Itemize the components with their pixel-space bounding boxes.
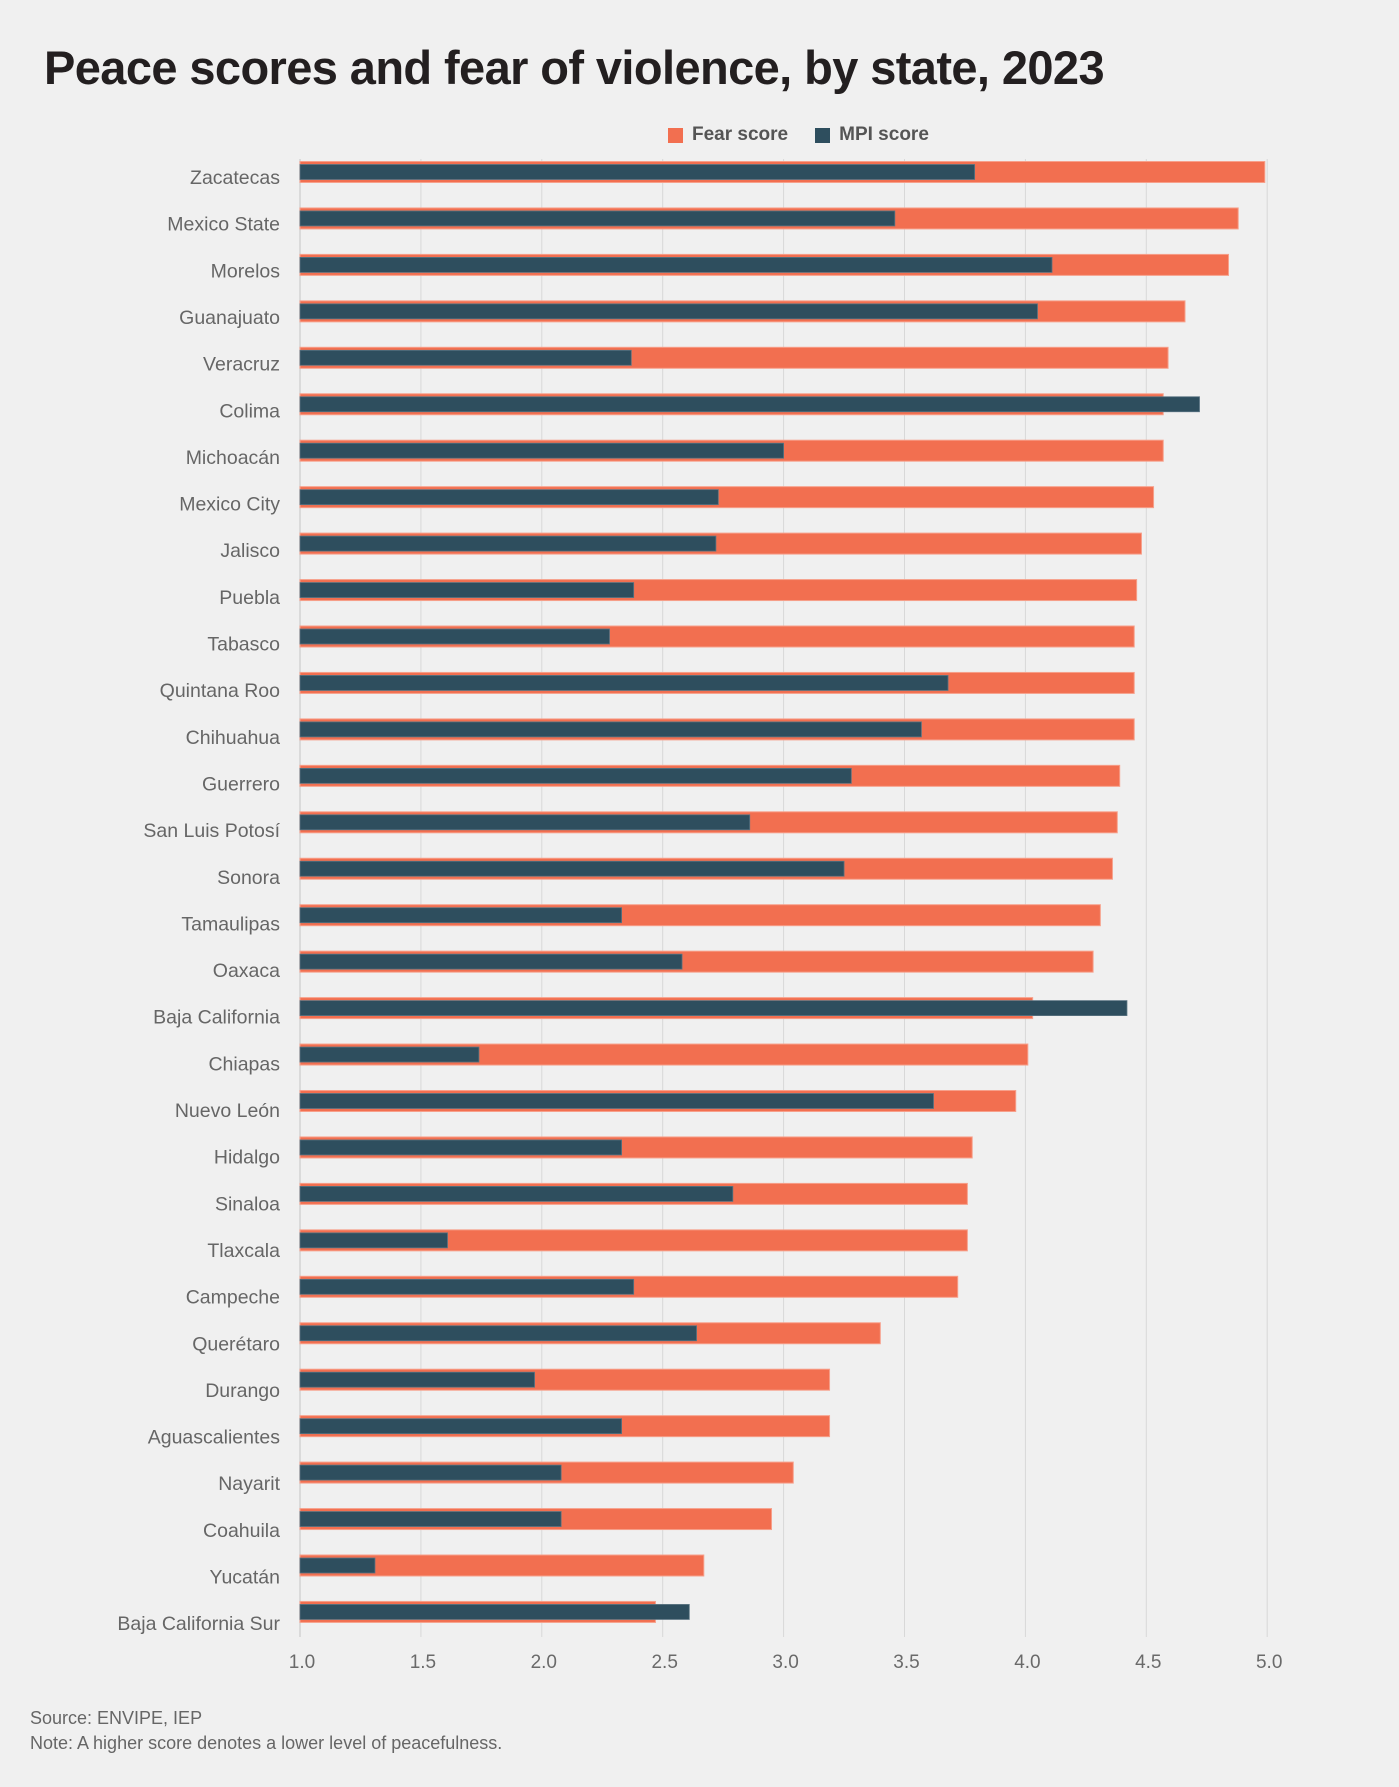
bar-mpi-score-tabasco xyxy=(299,628,610,645)
bar-mpi-score-baja-california-sur xyxy=(299,1604,690,1620)
bar-mpi-score-sonora xyxy=(299,860,845,877)
legend-label-fear-score: Fear score xyxy=(692,124,789,145)
bars xyxy=(299,161,1266,1623)
category-label-mexico-city: Mexico City xyxy=(179,494,280,516)
bar-mpi-score-mexico-state xyxy=(299,210,896,227)
category-label-veracruz: Veracruz xyxy=(203,354,280,376)
x-axis-tick-labels: 1.0 1.5 2.0 2.5 3.0 3.5 4.0 4.5 5.0 xyxy=(289,1652,1283,1673)
category-label-hidalgo: Hidalgo xyxy=(214,1147,280,1169)
category-label-michoacan: Michoacán xyxy=(186,447,280,469)
x-tick-label: 5.0 xyxy=(1256,1652,1282,1673)
x-tick-label: 1.0 xyxy=(289,1652,315,1673)
category-label-baja-california-sur: Baja California Sur xyxy=(117,1613,280,1635)
bar-mpi-score-aguascalientes xyxy=(299,1418,622,1435)
category-label-jalisco: Jalisco xyxy=(220,540,280,562)
category-label-san-luis-potosi: San Luis Potosí xyxy=(143,820,280,842)
bar-mpi-score-veracruz xyxy=(299,349,632,366)
bar-mpi-score-oaxaca xyxy=(299,953,683,970)
category-label-sinaloa: Sinaloa xyxy=(215,1193,280,1215)
category-label-baja-california: Baja California xyxy=(153,1007,280,1029)
category-label-oaxaca: Oaxaca xyxy=(213,960,280,982)
category-label-puebla: Puebla xyxy=(219,587,280,609)
bar-mpi-score-tlaxcala xyxy=(299,1232,448,1249)
x-tick-label: 3.5 xyxy=(893,1652,919,1673)
category-label-sonora: Sonora xyxy=(217,867,280,889)
bar-mpi-score-nuevo-leon xyxy=(299,1093,934,1109)
category-label-tlaxcala: Tlaxcala xyxy=(207,1240,280,1262)
legend-label-mpi-score: MPI score xyxy=(839,124,929,145)
bar-mpi-score-chiapas xyxy=(299,1046,480,1063)
category-label-nayarit: Nayarit xyxy=(218,1473,280,1495)
category-label-morelos: Morelos xyxy=(211,260,281,282)
category-label-queretaro: Querétaro xyxy=(192,1333,280,1355)
category-label-tabasco: Tabasco xyxy=(207,634,280,656)
category-label-campeche: Campeche xyxy=(186,1287,280,1309)
category-label-aguascalientes: Aguascalientes xyxy=(148,1427,281,1449)
bar-mpi-score-michoacan xyxy=(299,442,785,459)
x-tick-label: 3.0 xyxy=(772,1652,798,1673)
category-label-chihuahua: Chihuahua xyxy=(186,727,280,749)
x-tick-label: 2.0 xyxy=(531,1652,557,1673)
legend-item-fear-score: Fear score xyxy=(668,124,788,146)
bar-mpi-score-quintana-roo xyxy=(299,675,949,691)
bar-mpi-score-jalisco xyxy=(299,535,717,552)
bar-mpi-score-san-luis-potosi xyxy=(299,814,751,831)
legend: Fear score MPI score xyxy=(668,123,956,147)
bar-mpi-score-tamaulipas xyxy=(299,907,622,924)
bar-mpi-score-campeche xyxy=(299,1278,635,1295)
x-tick-label: 4.5 xyxy=(1135,1652,1161,1673)
bar-mpi-score-mexico-city xyxy=(299,489,719,506)
bar-mpi-score-chihuahua xyxy=(299,721,922,738)
bar-mpi-score-colima xyxy=(299,396,1200,413)
category-label-coahuila: Coahuila xyxy=(203,1520,280,1542)
legend-swatch-mpi-score xyxy=(815,127,831,143)
category-label-colima: Colima xyxy=(219,400,280,422)
category-label-zacatecas: Zacatecas xyxy=(190,167,280,189)
bar-mpi-score-sinaloa xyxy=(299,1186,734,1202)
footer: Source: ENVIPE, IEP Note: A higher score… xyxy=(30,1706,502,1756)
x-tick-label: 1.5 xyxy=(410,1652,436,1673)
x-tick-label: 2.5 xyxy=(651,1652,677,1673)
legend-item-mpi-score: MPI score xyxy=(815,124,929,146)
category-label-tamaulipas: Tamaulipas xyxy=(181,913,280,935)
source-note: Source: ENVIPE, IEP xyxy=(30,1708,203,1728)
category-label-mexico-state: Mexico State xyxy=(167,214,280,236)
chart-title: Peace scores and fear of violence, by st… xyxy=(44,41,1105,94)
category-label-guanajuato: Guanajuato xyxy=(179,307,280,329)
bar-mpi-score-puebla xyxy=(299,582,635,598)
category-label-guerrero: Guerrero xyxy=(202,773,280,795)
bar-mpi-score-coahuila xyxy=(299,1511,562,1527)
bar-mpi-score-guanajuato xyxy=(299,303,1038,320)
bar-mpi-score-guerrero xyxy=(299,767,852,784)
footnote: Note: A higher score denotes a lower lev… xyxy=(30,1733,503,1753)
bar-mpi-score-yucatan xyxy=(299,1557,376,1574)
category-label-yucatan: Yucatán xyxy=(210,1567,280,1589)
bar-mpi-score-nayarit xyxy=(299,1464,562,1481)
category-label-durango: Durango xyxy=(205,1380,280,1402)
bar-mpi-score-queretaro xyxy=(299,1325,697,1342)
bar-mpi-score-hidalgo xyxy=(299,1139,622,1156)
bar-mpi-score-baja-california xyxy=(299,1000,1128,1016)
category-labels: Zacatecas Mexico State Morelos Guanajuato Ve… xyxy=(117,167,280,1635)
bar-mpi-score-zacatecas xyxy=(299,164,976,180)
bar-mpi-score-durango xyxy=(299,1371,535,1388)
legend-swatch-fear-score xyxy=(668,127,683,143)
category-label-quintana-roo: Quintana Roo xyxy=(160,680,280,702)
x-tick-label: 4.0 xyxy=(1014,1652,1040,1673)
bar-mpi-score-morelos xyxy=(299,256,1053,273)
category-label-nuevo-leon: Nuevo León xyxy=(175,1100,280,1122)
category-label-chiapas: Chiapas xyxy=(208,1053,280,1075)
